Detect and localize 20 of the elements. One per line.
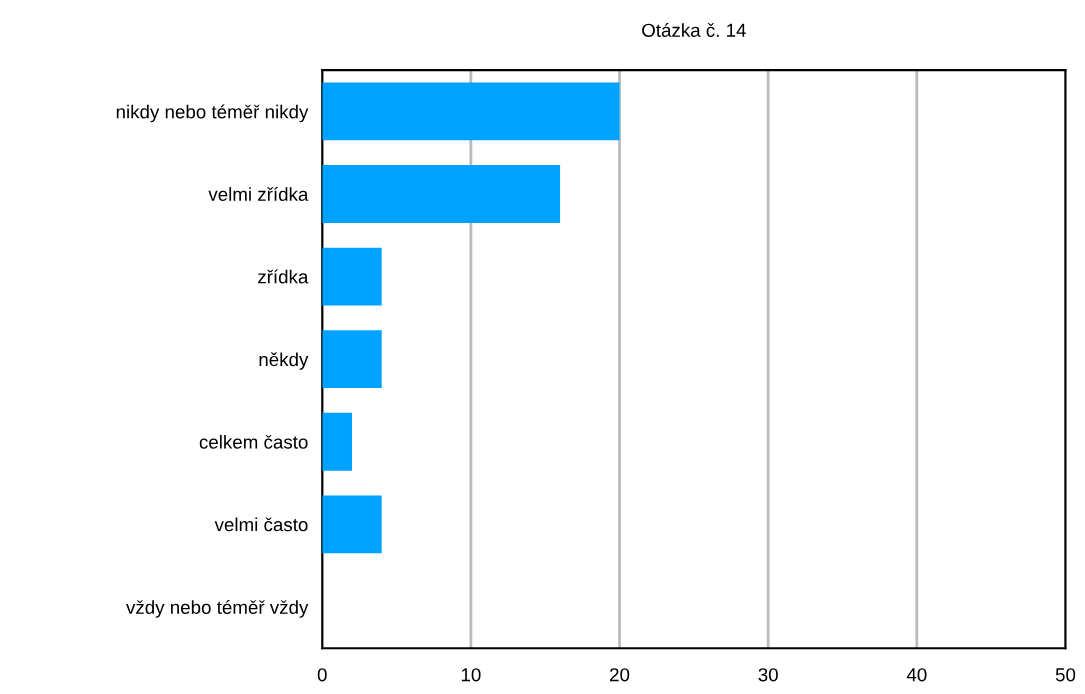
x-tick-label: 30 (758, 668, 778, 682)
bar (322, 82, 620, 141)
y-tick-label: velmi často (214, 517, 308, 532)
bar (322, 247, 382, 306)
bar (322, 412, 352, 471)
bar (322, 330, 382, 389)
x-tick-label: 20 (610, 668, 630, 682)
bar (322, 165, 561, 223)
chart-title: Otázka č. 14 (642, 22, 746, 37)
x-tick-label: 50 (1055, 668, 1076, 682)
x-tick-label: 10 (461, 668, 481, 682)
x-tick-label: 40 (906, 668, 927, 682)
y-tick-label: velmi zřídka (208, 186, 309, 201)
x-tick-label: 0 (317, 668, 327, 682)
y-tick-label: zřídka (258, 269, 309, 284)
y-tick-label: někdy (259, 352, 309, 370)
bar (322, 495, 382, 554)
y-tick-label: nikdy nebo téměř nikdy (116, 104, 309, 123)
y-tick-label: vždy nebo téměř vždy (126, 600, 309, 618)
y-tick-label: celkem často (199, 434, 308, 449)
